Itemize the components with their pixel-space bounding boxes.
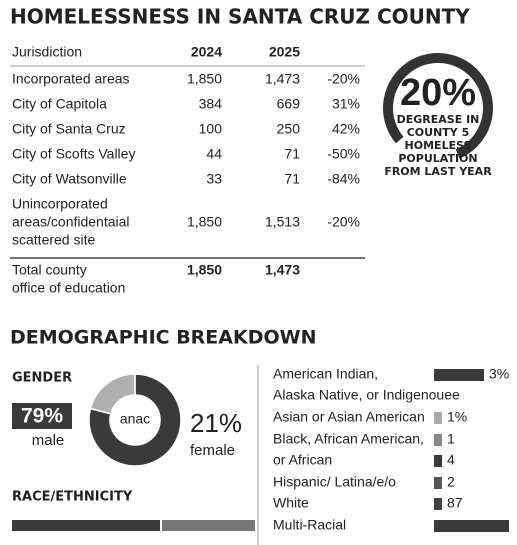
race-title: RACE/ETHNICITY	[12, 490, 133, 505]
race-bar	[434, 434, 442, 446]
section-title: DEMOGRAPHIC BREAKDOWN	[10, 327, 317, 349]
cell: 33	[206, 171, 222, 187]
callout-value: 20%	[400, 72, 476, 114]
cell: 100	[199, 121, 223, 137]
row-label: City of Watsonville	[12, 171, 127, 187]
cell: 1,850	[187, 262, 222, 278]
cell: 71	[284, 171, 300, 187]
cell: 31%	[332, 96, 360, 112]
callout-text: DEGREASE IN	[397, 113, 480, 126]
row-label: City of Santa Cruz	[12, 121, 126, 137]
race-bar	[434, 520, 509, 532]
column-header: 2025	[269, 44, 300, 60]
race-label: Hispanic/ Latina/e/o	[273, 474, 396, 490]
gender-title: GENDER	[12, 371, 72, 386]
cell: -50%	[327, 146, 360, 162]
race-bar	[434, 369, 484, 381]
race-bar	[434, 498, 442, 510]
cell: -84%	[327, 171, 360, 187]
race-value: 1%	[447, 409, 467, 425]
cell: 1,473	[265, 71, 300, 87]
male-box	[12, 403, 72, 429]
race-bar-decor	[12, 520, 160, 531]
race-value: 87	[447, 495, 463, 511]
row-label: areas/confidentaial	[12, 214, 130, 230]
row-label: City of Capitola	[12, 96, 107, 112]
cell: 250	[277, 121, 301, 137]
race-label: Alaska Native, or Indigenouee	[273, 387, 460, 403]
column-header: Jurisdiction	[12, 44, 82, 60]
row-label: office of education	[12, 280, 125, 296]
female-label: female	[190, 442, 235, 459]
column-header: 2024	[191, 44, 222, 60]
row-label: Incorporated areas	[12, 71, 130, 87]
race-value: 1	[447, 431, 455, 447]
race-label: White	[273, 495, 309, 511]
donut-segment	[89, 373, 136, 415]
callout-text: COUNTY 5	[407, 126, 470, 139]
cell: 44	[206, 146, 222, 162]
race-bar	[434, 412, 442, 424]
cell: -20%	[327, 71, 360, 87]
male-pct: 79%	[21, 405, 63, 428]
race-label: or African	[273, 452, 332, 468]
cell: -20%	[327, 214, 360, 230]
cell: 669	[277, 96, 301, 112]
race-label: Multi-Racial	[273, 517, 346, 533]
female-pct: 21%	[190, 408, 242, 438]
race-label: Black, African American,	[273, 431, 424, 447]
title: HOMELESSNESS IN SANTA CRUZ COUNTY	[10, 5, 470, 29]
callout-text: POPULATION	[398, 152, 477, 165]
cell: 1,513	[265, 214, 300, 230]
race-value: 2	[447, 474, 455, 490]
cell: 42%	[332, 121, 360, 137]
callout-text: HOMELESS	[405, 139, 472, 152]
row-label: Unincorporated	[12, 196, 108, 212]
cell: 1,850	[187, 214, 222, 230]
cell: 71	[284, 146, 300, 162]
donut-center: anac	[120, 411, 150, 427]
race-label: Asian or Asian American	[273, 409, 425, 425]
race-bar	[434, 455, 442, 467]
cell: 384	[199, 96, 223, 112]
callout-text: FROM LAST YEAR	[384, 165, 492, 178]
row-label: scattered site	[12, 232, 95, 248]
race-bar	[434, 477, 442, 489]
male-label: male	[32, 432, 65, 449]
row-label: Total county	[12, 262, 87, 278]
race-label: American Indian,	[273, 366, 378, 382]
race-value: 4	[447, 452, 455, 468]
donut-segment	[88, 373, 182, 467]
race-bar-decor	[162, 520, 255, 531]
callout-ring	[383, 53, 494, 163]
race-value: 3%	[489, 366, 509, 382]
cell: 1,473	[265, 262, 300, 278]
cell: 1,850	[187, 71, 222, 87]
row-label: City of Scofts Valley	[12, 146, 135, 162]
